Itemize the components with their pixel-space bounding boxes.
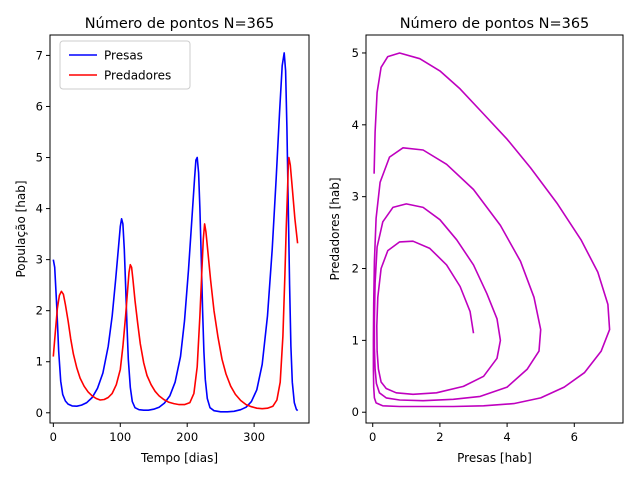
right-y-tick-label: 2 — [352, 262, 359, 276]
time-series-plot-area — [52, 52, 299, 413]
legend: Presas Predadores — [59, 40, 191, 90]
right-x-axis-label: Presas [hab] — [457, 451, 532, 465]
right-axes-frame — [365, 34, 624, 424]
left-y-tick-label: 2 — [36, 304, 43, 318]
right-y-tick-label: 5 — [352, 46, 359, 60]
legend-box — [59, 40, 191, 90]
left-y-tick-label: 0 — [36, 406, 43, 420]
left-series-predadores — [52, 156, 299, 410]
phase-portrait-axes: 0 2 4 6 0 1 2 3 4 5 Número de pontos N=365 Presas… — [328, 16, 624, 465]
right-x-tick-label: 0 — [369, 430, 376, 444]
left-x-tick-label: 200 — [176, 430, 198, 444]
legend-label-presas: Presas — [104, 49, 143, 63]
right-x-tick-label: 2 — [436, 430, 443, 444]
phase-portrait-plot-area — [372, 52, 611, 408]
right-y-tick-label: 0 — [352, 405, 359, 419]
left-y-axis-label: População [hab] — [14, 180, 28, 277]
right-y-tick-label: 4 — [352, 118, 359, 132]
right-x-tick-label: 6 — [571, 430, 578, 444]
left-x-tick-label: 300 — [243, 430, 265, 444]
left-x-axis-label: Tempo [dias] — [140, 451, 218, 465]
left-y-tick-label: 6 — [36, 99, 43, 113]
right-y-tick-label: 1 — [352, 333, 359, 347]
left-y-tick-label: 7 — [36, 48, 43, 62]
time-series-axes: 0 100 200 300 0 1 2 3 4 5 6 7 Número de pontos N=36… — [14, 16, 310, 465]
right-chart-title: Número de pontos N=365 — [400, 16, 590, 32]
right-y-tick-label: 3 — [352, 190, 359, 204]
legend-label-predadores: Predadores — [104, 69, 171, 83]
left-x-tick-label: 100 — [109, 430, 131, 444]
left-x-tick-label: 0 — [50, 430, 57, 444]
left-y-tick-label: 1 — [36, 355, 43, 369]
left-y-tick-label: 5 — [36, 151, 43, 165]
left-axes-frame — [49, 34, 310, 424]
right-y-axis-label: Predadores [hab] — [328, 177, 342, 280]
right-series-trajectory — [372, 52, 611, 408]
left-chart-title: Número de pontos N=365 — [85, 16, 275, 32]
left-ticks: 0 100 200 300 0 1 2 3 4 5 6 7 — [36, 48, 265, 444]
right-x-tick-label: 4 — [503, 430, 510, 444]
right-ticks: 0 2 4 6 0 1 2 3 4 5 — [352, 46, 578, 444]
left-y-tick-label: 4 — [36, 202, 43, 216]
left-y-tick-label: 3 — [36, 253, 43, 267]
left-series-presas — [52, 52, 299, 413]
